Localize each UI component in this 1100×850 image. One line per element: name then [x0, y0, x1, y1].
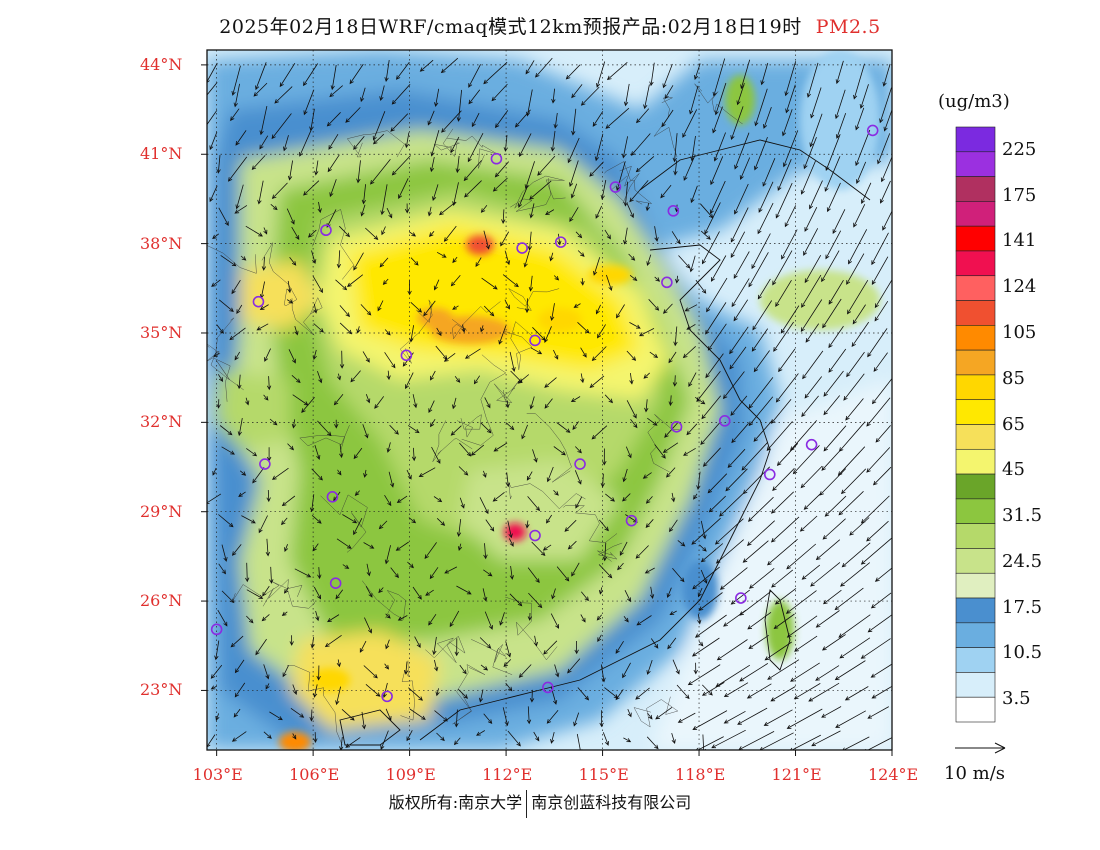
monitoring-stations	[210, 124, 879, 703]
station-marker	[667, 205, 680, 217]
legend-label: 105	[1002, 321, 1037, 343]
station-marker	[670, 421, 683, 433]
station-marker	[625, 514, 638, 527]
legend-swatch	[955, 201, 996, 227]
legend-swatch	[955, 572, 996, 599]
footer-separator	[526, 789, 528, 818]
lat-tick-label: 32°N	[140, 412, 183, 432]
legend-swatch	[955, 275, 996, 301]
station-marker	[542, 681, 554, 694]
title-main: 2025年02月18日WRF/cmaq模式12km预报产品:02月18日19时	[219, 16, 802, 38]
station-marker	[326, 491, 339, 503]
station-marker	[516, 242, 528, 254]
lon-tick-label: 121°E	[771, 765, 822, 784]
legend-swatch	[955, 597, 996, 624]
legend-label: 17.5	[1002, 596, 1043, 618]
station-marker	[805, 438, 818, 451]
station-marker	[609, 181, 622, 193]
lat-tick-label: 41°N	[140, 144, 183, 164]
legend-label: 24.5	[1002, 550, 1043, 572]
legend-swatch	[955, 498, 996, 524]
legend-label: 124	[1002, 276, 1037, 298]
lat-tick-label: 23°N	[140, 680, 183, 700]
page-title: 2025年02月18日WRF/cmaq模式12km预报产品:02月18日19时 P…	[0, 12, 1100, 39]
legend-label: 225	[1002, 138, 1037, 160]
color-legend	[955, 126, 996, 723]
lon-tick-label: 103°E	[192, 765, 243, 784]
legend-label: 31.5	[1002, 505, 1043, 527]
station-marker	[400, 349, 413, 362]
station-marker	[320, 224, 332, 237]
legend-swatch	[955, 647, 996, 673]
legend-label: 65	[1002, 413, 1025, 435]
wind-scale-label: 10 m/s	[944, 763, 1005, 784]
footer-right: 南京创蓝科技有限公司	[531, 793, 692, 812]
legend-swatch	[955, 349, 996, 376]
station-marker	[252, 295, 265, 308]
lat-tick-label: 44°N	[140, 54, 183, 74]
station-marker	[866, 124, 879, 137]
legend-swatch	[955, 151, 996, 177]
lon-tick-label: 115°E	[578, 765, 629, 784]
legend-swatch	[955, 126, 996, 153]
legend-swatch	[955, 300, 996, 326]
station-marker	[529, 529, 541, 542]
legend-swatch	[955, 176, 996, 202]
station-marker	[718, 415, 731, 427]
wind-vectors	[207, 57, 892, 750]
footer-left: 版权所有:南京大学	[388, 793, 523, 812]
station-marker	[259, 458, 271, 470]
lon-tick-label: 118°E	[675, 765, 726, 784]
legend-swatch	[955, 548, 996, 574]
lat-tick-label: 26°N	[140, 591, 183, 611]
station-marker	[490, 152, 503, 165]
station-marker	[554, 236, 567, 248]
station-marker	[661, 276, 673, 289]
lat-tick-label: 38°N	[140, 233, 183, 253]
legend-label: 141	[1002, 230, 1037, 252]
legend-swatch	[955, 523, 996, 549]
lon-tick-label: 112°E	[482, 765, 533, 784]
legend-swatch	[955, 622, 996, 648]
legend-swatch	[955, 325, 996, 351]
lon-tick-label: 124°E	[868, 765, 919, 784]
pm25-concentration-field	[207, 50, 892, 750]
legend-label: 85	[1002, 367, 1025, 389]
legend-swatch	[955, 374, 996, 401]
lon-tick-label: 106°E	[289, 765, 340, 784]
legend-unit: (ug/m3)	[938, 91, 1010, 112]
legend-label: 175	[1002, 184, 1037, 206]
station-marker	[381, 690, 393, 703]
station-marker	[210, 623, 223, 636]
lon-tick-label: 109°E	[385, 765, 436, 784]
legend-swatch	[955, 672, 996, 698]
wind-scale-arrow	[955, 742, 1006, 754]
legend-swatch	[955, 250, 996, 277]
legend-swatch	[955, 448, 996, 475]
lat-tick-label: 35°N	[140, 322, 183, 342]
station-marker	[735, 592, 747, 604]
title-pollutant: PM2.5	[815, 16, 881, 38]
legend-swatch	[955, 399, 996, 425]
station-marker	[763, 468, 776, 481]
map-frame	[206, 49, 893, 751]
legend-swatch	[955, 424, 996, 450]
legend-label: 3.5	[1002, 688, 1031, 710]
station-marker	[329, 577, 342, 589]
legend-swatch	[955, 473, 996, 500]
legend-label: 10.5	[1002, 642, 1043, 664]
copyright-footer: 版权所有:南京大学 南京创蓝科技有限公司	[330, 789, 750, 818]
legend-swatch	[955, 225, 996, 252]
station-marker	[529, 334, 541, 347]
lat-tick-label: 29°N	[140, 501, 183, 521]
station-marker	[574, 458, 586, 470]
legend-swatch	[955, 696, 996, 723]
legend-label: 45	[1002, 459, 1025, 481]
